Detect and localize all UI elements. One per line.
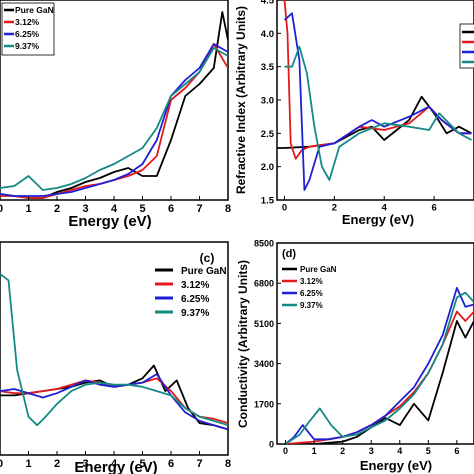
panel-c-legend-label-pure: Pure GaN xyxy=(181,266,227,277)
panel-b-xlabel: Energy (eV) xyxy=(342,212,414,227)
panel-b-series-1 xyxy=(283,0,472,160)
panel-d-xtick-label: 5 xyxy=(426,446,431,456)
panel-b-ytick-label: 3.0 xyxy=(261,96,274,107)
panel-c-xtick-label: 7 xyxy=(196,458,202,470)
panel-d-series-3 xyxy=(285,291,474,444)
panel-b-ytick-label: 2.5 xyxy=(261,129,275,140)
panel-b-series-2 xyxy=(283,12,472,191)
panel-c-xtick-label: 0 xyxy=(0,458,3,470)
panel-c-series-0 xyxy=(0,364,228,431)
panel-a-xtick-label: 3 xyxy=(82,203,88,215)
panel-d-legend-label-312: 3.12% xyxy=(300,277,323,286)
panel-a: 0 1 2 3 4 5 6 7 8 Energy (eV) Pure GaN 3.12% 6.2… xyxy=(0,0,231,230)
panel-d-ytick-label: 6800 xyxy=(254,279,274,289)
panel-d-legend-label-pure: Pure GaN xyxy=(300,265,337,274)
panel-b-ytick-label: 1.5 xyxy=(261,196,275,207)
panel-c-xtick-label: 4 xyxy=(111,458,118,470)
panel-b-xtick-label: 6 xyxy=(431,203,436,214)
panel-b-frame xyxy=(276,0,474,201)
panel-d-xtick-label: 1 xyxy=(312,446,317,456)
panel-d-ytick-label: 3400 xyxy=(254,359,274,369)
panel-a-xtick-label: 0 xyxy=(0,203,3,215)
panel-d-ylabel: Conductivity (Arbitrary Units) xyxy=(236,260,250,428)
panel-d-ytick-label: 8500 xyxy=(254,239,274,249)
panel-c-xlabel: Energy (eV) xyxy=(74,459,157,474)
panel-c-legend-label-625: 6.25% xyxy=(181,294,209,305)
panel-d-xtick-label: 0 xyxy=(283,446,288,456)
panel-c-xtick-label: 8 xyxy=(225,458,231,470)
panel-d-legend-label-625: 6.25% xyxy=(300,289,323,298)
panel-a-xlabel: Energy (eV) xyxy=(68,213,151,230)
panel-d-legend: Pure GaN 3.12% 6.25% 9.37% xyxy=(282,265,337,310)
panel-c-label: (c) xyxy=(200,251,215,265)
panel-d-ytick-label: 1700 xyxy=(254,399,274,409)
panel-b-ytick-label: 4.5 xyxy=(261,0,275,7)
panel-b-legend xyxy=(459,23,474,69)
panel-a-xtick-label: 8 xyxy=(225,203,231,215)
panel-a-xtick-label: 2 xyxy=(54,203,60,215)
panel-a-xtick-label: 6 xyxy=(168,203,174,215)
panel-a-legend: Pure GaN 3.12% 6.25% 9.37% xyxy=(1,2,55,56)
panel-c-legend-label-937: 9.37% xyxy=(181,308,209,319)
panel-d-xtick-label: 4 xyxy=(397,446,402,456)
panel-b-ytick-label: 3.5 xyxy=(261,62,275,73)
panel-d-xtick-label: 6 xyxy=(454,446,459,456)
panel-d-xtick-label: 3 xyxy=(369,446,374,456)
panel-d-xlabel: Energy (eV) xyxy=(360,458,432,473)
panel-d-series-0 xyxy=(285,320,474,444)
panel-b-ytick-label: 4.0 xyxy=(261,29,274,40)
panel-c-series-3 xyxy=(0,273,228,427)
panel-b-series-3 xyxy=(284,45,472,181)
panel-c-series-2 xyxy=(0,373,228,431)
panel-d-series-2 xyxy=(285,286,474,444)
panel-a-legend-label-937: 9.37% xyxy=(15,41,40,51)
panel-d-xtick-label: 2 xyxy=(340,446,345,456)
panel-a-xtick-label: 4 xyxy=(111,203,118,215)
panel-a-series-2 xyxy=(0,43,228,197)
panel-c: 0 1 2 3 4 5 6 7 8 (c) Energy (eV) Pure GaN 3.12%… xyxy=(0,241,231,474)
panel-b-xtick-label: 0 xyxy=(282,203,287,214)
panel-a-legend-label-625: 6.25% xyxy=(15,29,40,39)
panel-d-legend-label-937: 9.37% xyxy=(300,301,323,310)
panel-c-xtick-label: 1 xyxy=(25,458,31,470)
panel-d-ytick-label: 5100 xyxy=(254,319,274,329)
panel-b-series-0 xyxy=(277,95,472,149)
panel-c-xtick-label: 6 xyxy=(168,458,174,470)
panel-a-series-1 xyxy=(0,43,228,199)
panel-c-xtick-label: 3 xyxy=(82,458,88,470)
panel-b-legend-box xyxy=(459,23,474,69)
panel-b-xtick-label: 4 xyxy=(382,203,388,214)
panel-a-xtick-label: 5 xyxy=(139,203,145,215)
panel-a-legend-label-pure: Pure GaN xyxy=(15,5,54,15)
panel-a-xtick-label: 1 xyxy=(25,203,31,215)
panel-d-frame xyxy=(276,242,474,445)
panel-b-ylabel: Refractive Index (Arbitrary Units) xyxy=(234,6,248,194)
panel-c-xtick-label: 5 xyxy=(139,458,145,470)
panel-b-xtick-label: 2 xyxy=(332,203,337,214)
panel-b-ytick-label: 2.0 xyxy=(261,162,274,173)
panel-a-series-3 xyxy=(0,47,228,191)
panel-c-legend: Pure GaN 3.12% 6.25% 9.37% xyxy=(155,266,227,319)
panel-d-label: (d) xyxy=(282,248,296,260)
panel-b: 0 2 4 6 1.5 2.0 2.5 3.0 3.5 4.0 4.5 Energy (eV) R… xyxy=(234,0,474,227)
panel-c-legend-label-312: 3.12% xyxy=(181,280,209,291)
panel-d-ytick-label: 0 xyxy=(269,440,274,450)
panel-a-legend-label-312: 3.12% xyxy=(15,17,40,27)
panel-a-xtick-label: 7 xyxy=(196,203,202,215)
panel-c-xtick-label: 2 xyxy=(54,458,60,470)
panel-d: 0 1 2 3 4 5 6 0 1700 3400 5100 6800 8500 (d) Energy… xyxy=(236,239,474,473)
